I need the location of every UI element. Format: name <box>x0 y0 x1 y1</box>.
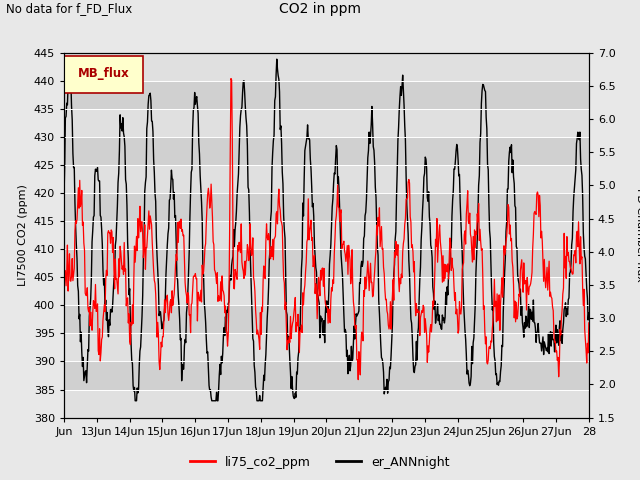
li75_co2_ppm <box>411 296 419 302</box>
li75_co2_ppm <box>585 320 593 326</box>
Bar <box>64 53 589 81</box>
Text: CO2 in ppm: CO2 in ppm <box>279 2 361 16</box>
Text: No data for f_FD_Flux: No data for f_FD_Flux <box>6 2 132 15</box>
li75_co2_ppm <box>381 297 389 302</box>
er_ANNnight <box>273 56 280 62</box>
li75_co2_ppm <box>245 258 253 264</box>
FancyBboxPatch shape <box>64 57 143 93</box>
Bar <box>64 81 589 109</box>
Line: li75_co2_ppm: li75_co2_ppm <box>64 79 589 380</box>
er_ANNnight <box>122 177 129 182</box>
li75_co2_ppm <box>60 299 68 305</box>
Bar <box>64 193 589 221</box>
li75_co2_ppm <box>218 273 226 279</box>
li75_co2_ppm <box>122 266 129 272</box>
Bar <box>64 249 589 277</box>
li75_co2_ppm <box>227 76 235 82</box>
Bar <box>64 137 589 165</box>
Text: MB_flux: MB_flux <box>77 68 129 81</box>
Bar <box>64 277 589 305</box>
Bar <box>64 165 589 193</box>
er_ANNnight <box>411 363 419 369</box>
Legend: li75_co2_ppm, er_ANNnight: li75_co2_ppm, er_ANNnight <box>186 451 454 474</box>
Line: er_ANNnight: er_ANNnight <box>64 59 589 401</box>
er_ANNnight <box>131 398 139 404</box>
er_ANNnight <box>60 194 68 200</box>
Y-axis label: FD Chamber flux: FD Chamber flux <box>635 188 640 282</box>
er_ANNnight <box>585 310 593 316</box>
Bar <box>64 221 589 249</box>
er_ANNnight <box>245 187 253 192</box>
Y-axis label: LI7500 CO2 (ppm): LI7500 CO2 (ppm) <box>18 184 28 286</box>
li75_co2_ppm <box>265 231 273 237</box>
Bar <box>64 305 589 334</box>
li75_co2_ppm <box>355 377 362 383</box>
Bar <box>64 361 589 390</box>
er_ANNnight <box>265 285 273 290</box>
Bar <box>64 390 589 418</box>
Bar <box>64 334 589 361</box>
er_ANNnight <box>381 384 389 390</box>
er_ANNnight <box>219 350 227 356</box>
Bar <box>64 109 589 137</box>
